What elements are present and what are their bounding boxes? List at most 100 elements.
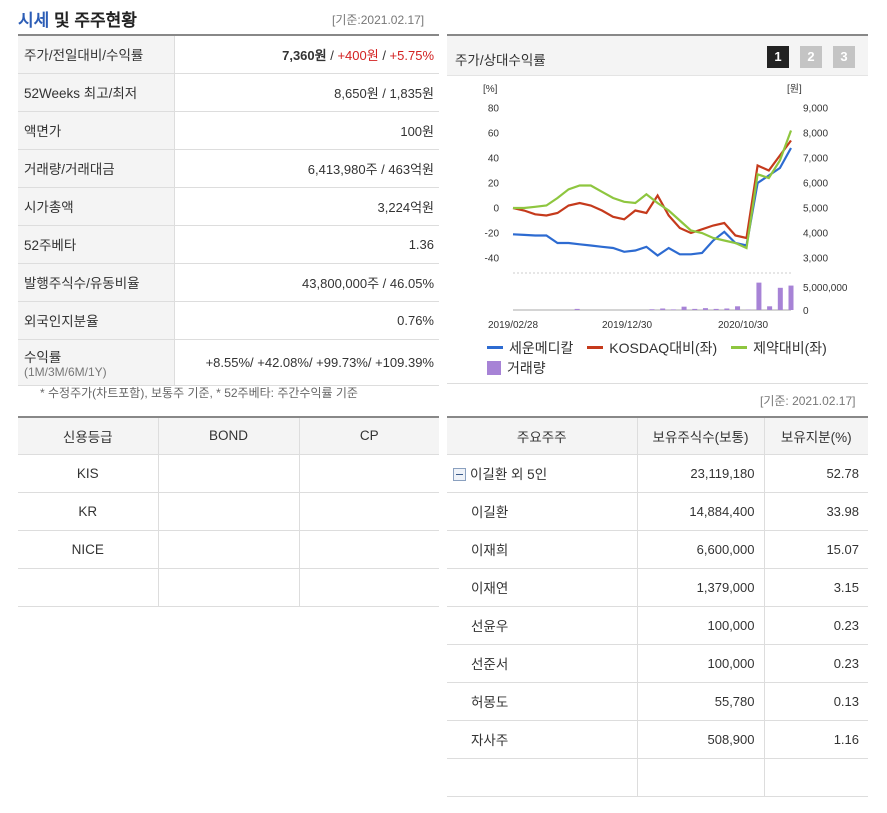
left-tick-label: 40 <box>488 154 500 165</box>
row-value: 43,800,000주 / 46.05% <box>302 275 434 291</box>
row-label: 52주베타 <box>18 225 175 263</box>
right-tick-label: 5,000 <box>803 204 828 215</box>
right-tick-label: 9,000 <box>803 104 828 115</box>
table-header-row: 주요주주 보유주식수(보통) 보유지분(%) <box>447 417 868 455</box>
column-header: 보유지분(%) <box>764 417 868 455</box>
volume-bar <box>735 306 741 310</box>
right-tick-label: 3,000 <box>803 254 828 265</box>
legend-line-icon <box>587 346 604 349</box>
right-tick-label: 8,000 <box>803 129 828 140</box>
legend-label: 거래량 <box>507 359 546 376</box>
pct-cell: 0.13 <box>764 682 868 721</box>
shares-cell: 55,780 <box>637 682 765 721</box>
agency-cell: KIS <box>18 454 159 493</box>
row-label: 외국인지분율 <box>18 301 175 339</box>
table-row: 이재희 6,600,000 15.07 <box>447 530 868 569</box>
table-row: 이길환 외 5인 23,119,180 52.78 <box>447 454 868 493</box>
volume-bar <box>788 285 794 310</box>
row-value: 7,360원 / +400원 / +5.75% <box>174 35 439 73</box>
price-row: 52Weeks 최고/최저 8,650원 / 1,835원 <box>18 73 439 111</box>
legend-line-icon <box>731 346 748 349</box>
chart-title: 주가/상대수익률 <box>455 53 546 68</box>
row-label: 52Weeks 최고/최저 <box>18 73 175 111</box>
table-row <box>447 758 868 797</box>
table-row <box>18 568 439 607</box>
column-header: 주요주주 <box>447 417 638 455</box>
legend-item: 세운메디칼 <box>487 338 573 358</box>
price-row: 수익률 (1M/3M/6M/1Y) +8.55%/ +42.08%/ +99.73… <box>18 339 439 385</box>
pct-cell: 33.98 <box>764 492 868 531</box>
legend-item: 거래량 <box>487 358 546 378</box>
table-row: 이길환 14,884,400 33.98 <box>447 492 868 531</box>
price-table: 주가/전일대비/수익률 7,360원 / +400원 / +5.75% 52We… <box>18 34 439 386</box>
price-row: 52주베타 1.36 <box>18 225 439 263</box>
row-value: 8,650원 / 1,835원 <box>334 85 434 101</box>
price-row: 거래량/거래대금 6,413,980주 / 463억원 <box>18 149 439 187</box>
price-row: 주가/전일대비/수익률 7,360원 / +400원 / +5.75% <box>18 35 439 73</box>
separator: / <box>326 47 338 63</box>
volume-tick-label: 5,000,000 <box>803 283 848 294</box>
legend-item: 제약대비(좌) <box>731 338 827 358</box>
agency-cell <box>18 568 159 607</box>
volume-bar <box>724 308 730 310</box>
table-header-row: 신용등급 BOND CP <box>18 417 439 455</box>
cp-cell <box>299 454 439 493</box>
shares-cell: 14,884,400 <box>637 492 765 531</box>
left-tick-label: 80 <box>488 104 500 115</box>
price-chart: [%] [원] 80 60 40 20 0 -20 -40 9,000 8,000 7,000 6,00… <box>483 83 848 331</box>
holder-name: 선준서 <box>447 644 638 683</box>
chart-page-3-button[interactable]: 3 <box>833 46 855 68</box>
collapse-toggle-icon[interactable] <box>453 468 466 481</box>
row-label: 거래량/거래대금 <box>18 149 175 187</box>
legend-label: KOSDAQ대비(좌) <box>609 339 718 356</box>
shares-cell: 100,000 <box>637 644 765 683</box>
column-header: BOND <box>158 417 300 455</box>
page-title: 시세 및 주주현황 <box>18 6 137 31</box>
row-value: 6,413,980주 / 463억원 <box>307 161 434 177</box>
table-row: KR <box>18 492 439 531</box>
right-tick-label: 7,000 <box>803 154 828 165</box>
bond-cell <box>158 492 300 531</box>
row-label: 수익률 (1M/3M/6M/1Y) <box>18 339 175 385</box>
cp-cell <box>299 568 439 607</box>
left-tick-label: -20 <box>485 229 500 240</box>
holder-name <box>447 758 638 797</box>
holder-name: 허몽도 <box>447 682 638 721</box>
left-tick-label: 20 <box>488 179 500 190</box>
return-sublabel: (1M/3M/6M/1Y) <box>24 364 107 379</box>
shares-cell: 100,000 <box>637 606 765 645</box>
table-row: 자사주 508,900 1.16 <box>447 720 868 759</box>
volume-bar <box>649 309 655 310</box>
title-rest: 및 주주현황 <box>49 11 137 30</box>
table-row: 선준서 100,000 0.23 <box>447 644 868 683</box>
holder-name: 이길환 외 5인 <box>470 467 548 482</box>
pct-cell: 0.23 <box>764 644 868 683</box>
basis-date-right: [기준: 2021.02.17] <box>760 394 856 408</box>
row-value: 0.76% <box>397 312 434 328</box>
shares-cell: 1,379,000 <box>637 568 765 607</box>
bond-cell <box>158 454 300 493</box>
footnote: * 수정주가(차트포함), 보통주 기준, * 52주베타: 주간수익률 기준 <box>40 386 358 400</box>
x-tick-label: 2019/12/30 <box>602 320 652 331</box>
legend-label: 세운메디칼 <box>509 339 574 356</box>
series-line-3 <box>513 130 793 250</box>
legend-label: 제약대비(좌) <box>753 339 827 356</box>
pct-cell <box>764 758 868 797</box>
table-row: KIS <box>18 454 439 493</box>
pct-cell: 3.15 <box>764 568 868 607</box>
bond-cell <box>158 530 300 569</box>
change-value: +400원 <box>337 47 379 63</box>
holder-name: 자사주 <box>447 720 638 759</box>
table-row: 이재연 1,379,000 3.15 <box>447 568 868 607</box>
row-label: 시가총액 <box>18 187 175 225</box>
pct-cell: 52.78 <box>764 454 868 493</box>
pct-cell: 1.16 <box>764 720 868 759</box>
x-tick-label: 2019/02/28 <box>488 320 538 331</box>
chart-page-1-button[interactable]: 1 <box>767 46 789 68</box>
cp-cell <box>299 530 439 569</box>
holder-name: 선윤우 <box>447 606 638 645</box>
series-line-1 <box>512 147 792 257</box>
shares-cell: 508,900 <box>637 720 765 759</box>
chart-page-2-button[interactable]: 2 <box>800 46 822 68</box>
row-value: 1.36 <box>408 236 434 252</box>
